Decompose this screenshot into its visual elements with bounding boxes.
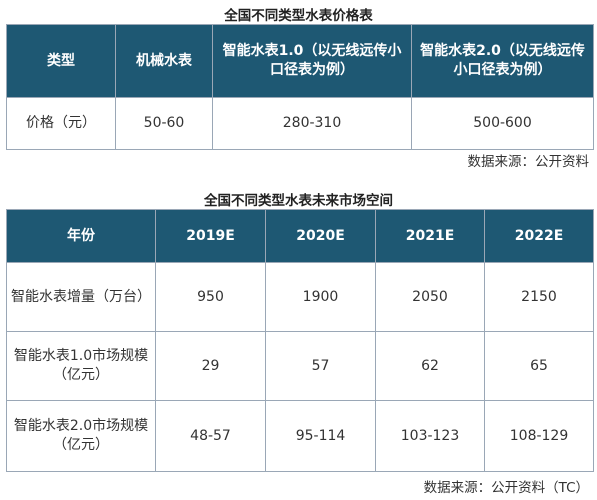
table-cell: 103-123 <box>375 400 485 472</box>
header-2022e: 2022E <box>484 209 594 263</box>
header-2021e: 2021E <box>375 209 485 263</box>
cell-mechanical-price: 50-60 <box>115 97 213 150</box>
table-row: 智能水表1.0市场规模（亿元） 29 57 62 65 <box>6 331 594 401</box>
cell-smart-1-price: 280-310 <box>212 97 412 150</box>
header-smart-1: 智能水表1.0（以无线远传小口径表为例） <box>212 24 412 98</box>
table-row: 智能水表2.0市场规模（亿元） 48-57 95-114 103-123 108… <box>6 400 594 472</box>
table2-caption: 全国不同类型水表未来市场空间 <box>204 193 393 209</box>
row-label: 智能水表增量（万台） <box>6 262 156 332</box>
table2-source: 数据来源：公开资料（TC） <box>423 480 589 496</box>
cell-smart-2-price: 500-600 <box>411 97 594 150</box>
table-cell: 29 <box>155 331 266 401</box>
price-table: 类型 机械水表 智能水表1.0（以无线远传小口径表为例） 智能水表2.0（以无线… <box>6 24 594 150</box>
table1-source: 数据来源：公开资料 <box>467 154 590 170</box>
table-cell: 95-114 <box>265 400 376 472</box>
header-type: 类型 <box>6 24 116 98</box>
market-table: 年份 2019E 2020E 2021E 2022E 智能水表增量（万台） 95… <box>6 209 594 472</box>
table-cell: 950 <box>155 262 266 332</box>
table-cell: 1900 <box>265 262 376 332</box>
row-label-price: 价格（元） <box>6 97 116 150</box>
table-cell: 2050 <box>375 262 485 332</box>
table-cell: 57 <box>265 331 376 401</box>
header-smart-2: 智能水表2.0（以无线远传小口径表为例） <box>411 24 594 98</box>
table-cell: 2150 <box>484 262 594 332</box>
table-cell: 65 <box>484 331 594 401</box>
header-2019e: 2019E <box>155 209 266 263</box>
table1-caption: 全国不同类型水表价格表 <box>224 8 373 24</box>
header-2020e: 2020E <box>265 209 376 263</box>
market-table-header-row: 年份 2019E 2020E 2021E 2022E <box>6 209 594 263</box>
price-table-header-row: 类型 机械水表 智能水表1.0（以无线远传小口径表为例） 智能水表2.0（以无线… <box>6 24 594 98</box>
table-row: 智能水表增量（万台） 950 1900 2050 2150 <box>6 262 594 332</box>
table-cell: 108-129 <box>484 400 594 472</box>
header-mechanical: 机械水表 <box>115 24 213 98</box>
row-label: 智能水表1.0市场规模（亿元） <box>6 331 156 401</box>
row-label: 智能水表2.0市场规模（亿元） <box>6 400 156 472</box>
table-row: 价格（元） 50-60 280-310 500-600 <box>6 97 594 150</box>
header-year: 年份 <box>6 209 156 263</box>
table-cell: 62 <box>375 331 485 401</box>
table-cell: 48-57 <box>155 400 266 472</box>
